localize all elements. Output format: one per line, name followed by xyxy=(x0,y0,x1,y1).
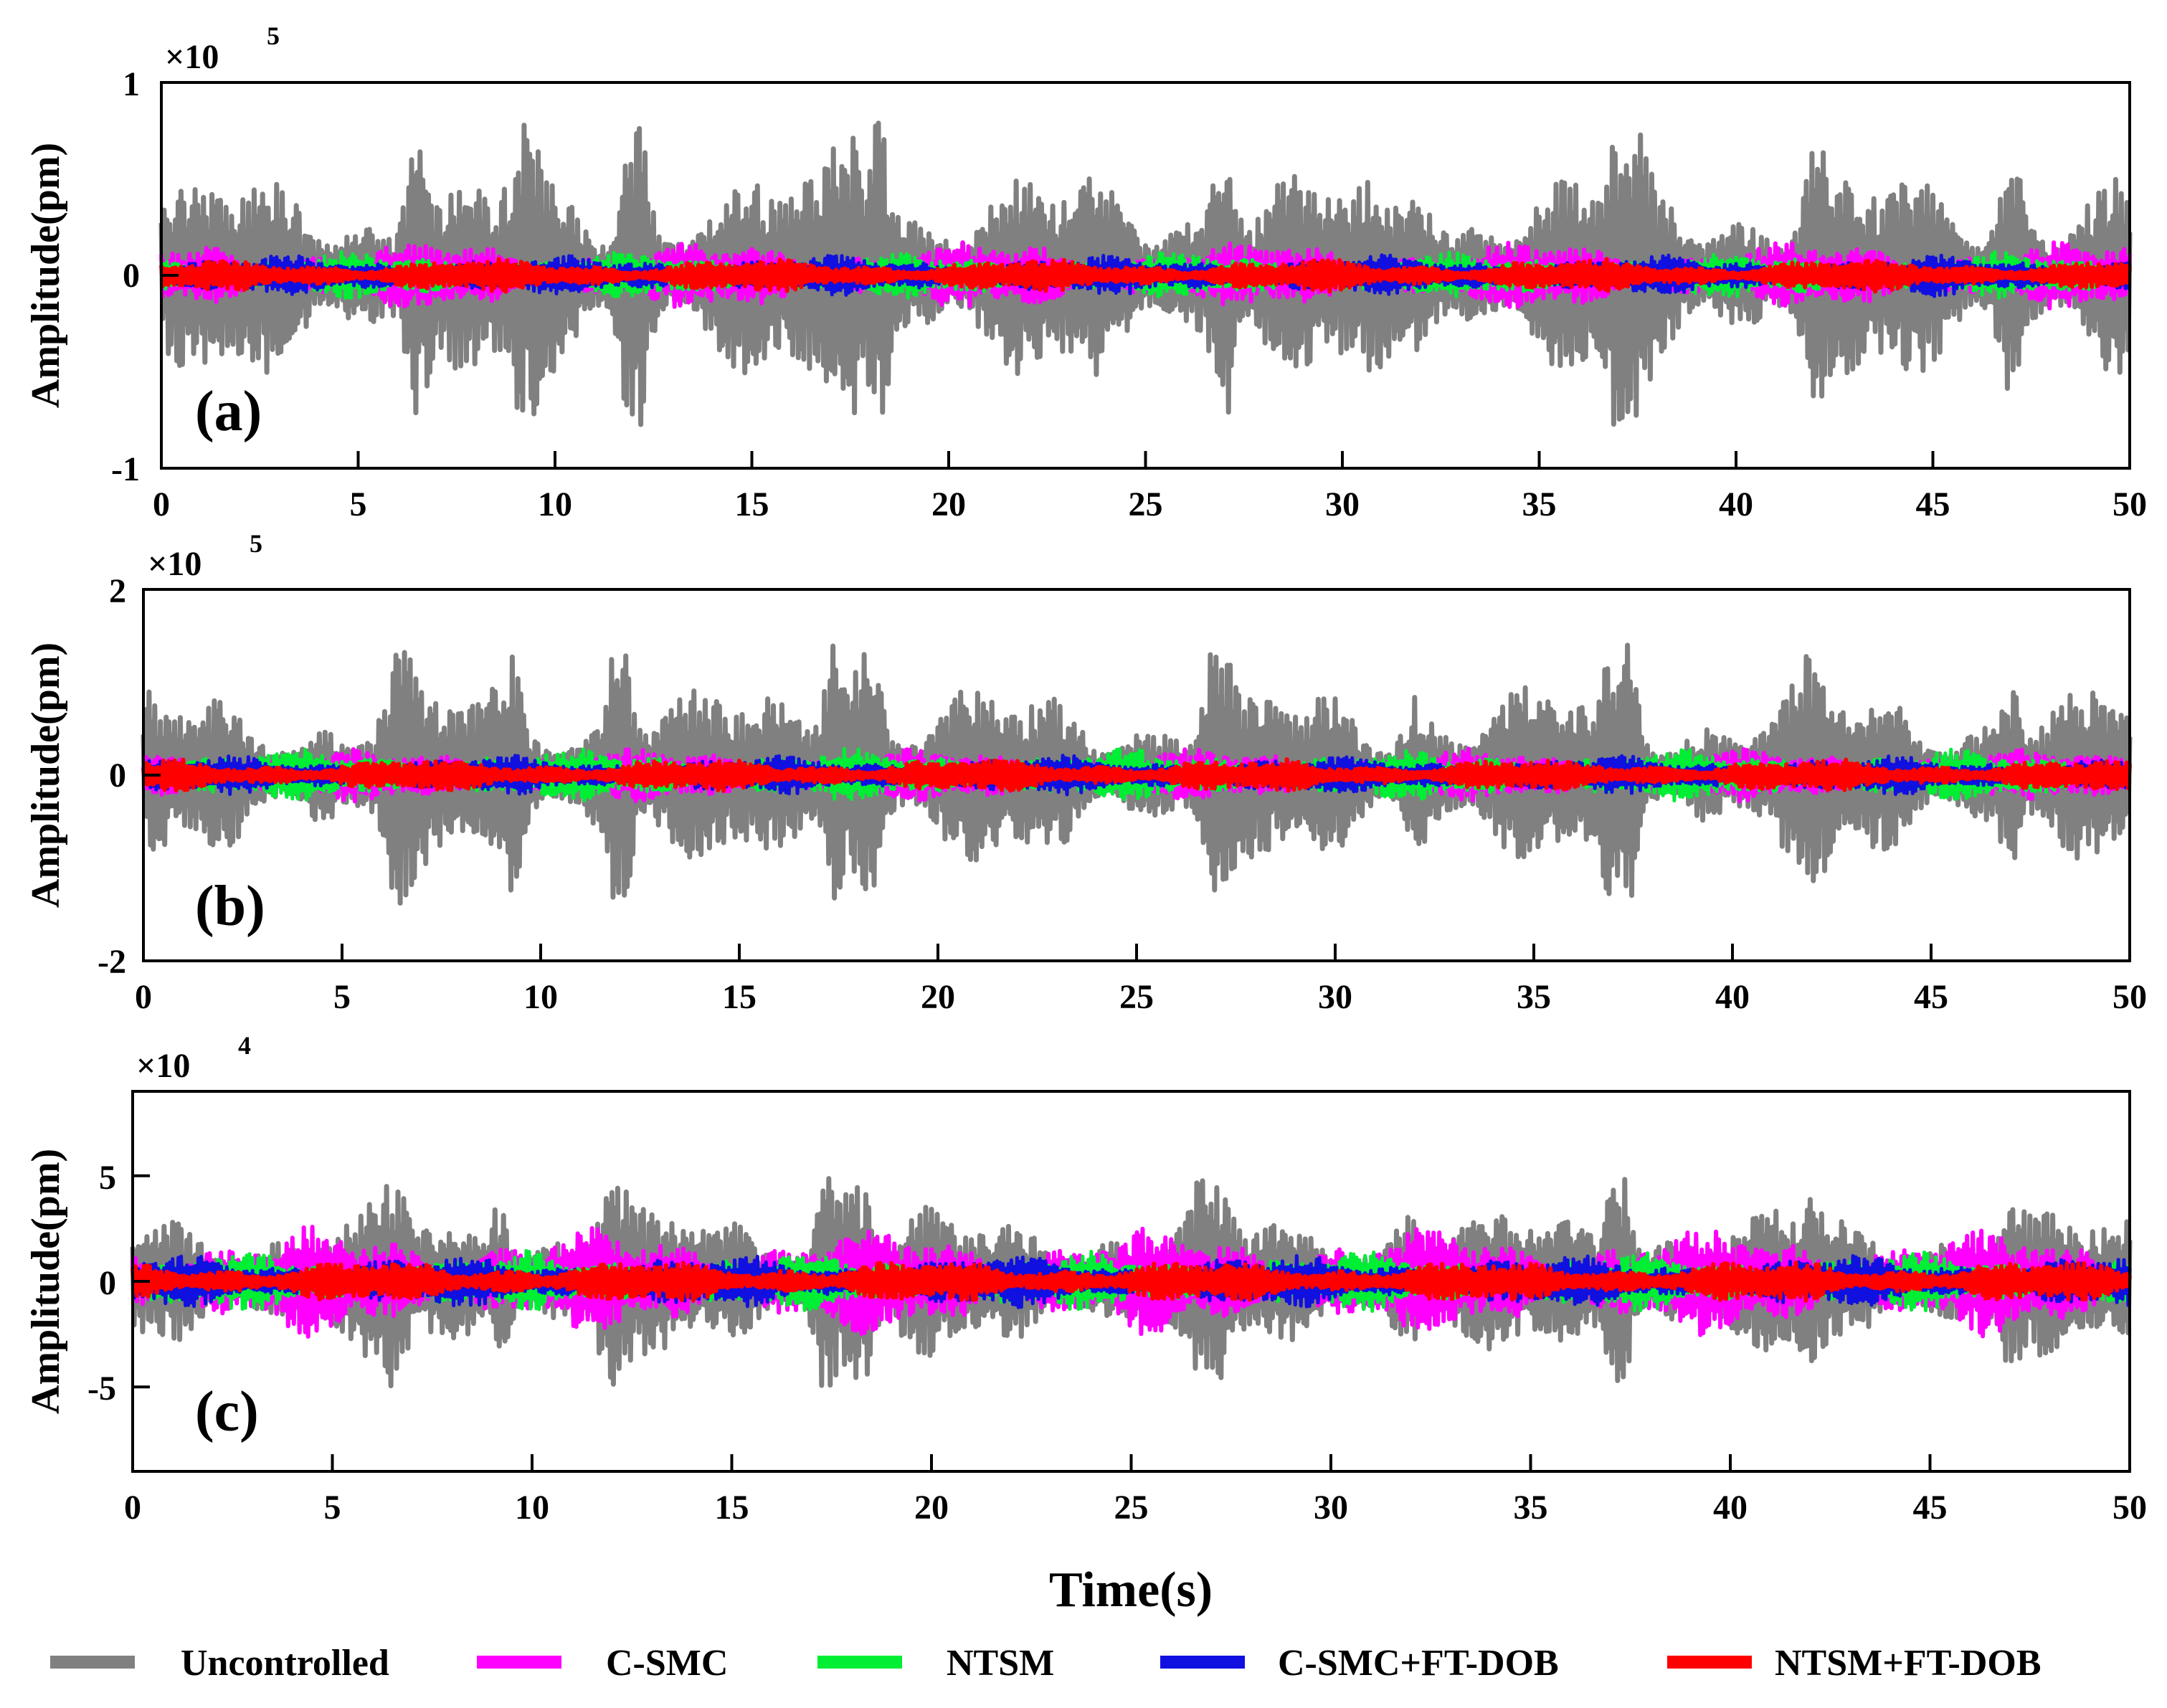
series-line-uncontrolled xyxy=(141,642,2133,906)
x-tick-label: 45 xyxy=(1913,1489,1948,1527)
x-tick-label: 30 xyxy=(1314,1489,1348,1527)
x-tick-label: 15 xyxy=(715,1489,749,1527)
legend: Uncontrolled C-SMC NTSM C-SMC+FT-DOB NTS… xyxy=(50,1643,2042,1684)
x-tick-label: 20 xyxy=(921,978,955,1016)
panel-c-ytick-top: 5 xyxy=(99,1159,116,1197)
x-tick-label: 40 xyxy=(1713,1489,1748,1527)
panel-b-exponent-base: ×10 xyxy=(148,545,201,583)
panel-c: 0 5 10 15 20 25 30 35 40 45 50 5 0 -5 ×10 4 Amplit… xyxy=(24,1031,2147,1618)
x-tick-label: 5 xyxy=(350,485,367,523)
series-line-ntsm-ft-dob xyxy=(131,1260,2132,1303)
legend-label-uncontrolled: Uncontrolled xyxy=(181,1643,389,1684)
panel-a-exponent: 5 xyxy=(267,22,280,50)
panel-b-series-group xyxy=(141,642,2133,906)
x-tick-label: 10 xyxy=(515,1489,549,1527)
panel-a-series-group xyxy=(158,120,2133,427)
x-tick-label: 50 xyxy=(2113,1489,2147,1527)
panel-c-tag: (c) xyxy=(195,1380,259,1443)
x-tick-label: 40 xyxy=(1715,978,1750,1016)
panel-a-ytick-bottom: -1 xyxy=(111,450,140,488)
x-tick-label: 20 xyxy=(931,485,966,523)
x-tick-label: 20 xyxy=(914,1489,949,1527)
panel-a-exponent-base: ×10 xyxy=(165,38,219,76)
x-tick-label: 25 xyxy=(1114,1489,1149,1527)
panel-c-ticks: 0 5 10 15 20 25 30 35 40 45 50 xyxy=(124,1174,2147,1527)
panel-b-ylabel: Amplitude(pm) xyxy=(24,642,68,908)
series-line-ntsm-ft-dob xyxy=(159,257,2132,294)
x-tick-label: 45 xyxy=(1914,978,1948,1016)
panel-c-ylabel: Amplitude(pm) xyxy=(24,1149,68,1414)
x-tick-label: 15 xyxy=(722,978,757,1016)
x-tick-label: 45 xyxy=(1916,485,1950,523)
x-tick-label: 35 xyxy=(1514,1489,1548,1527)
x-tick-label: 0 xyxy=(124,1489,141,1527)
panel-c-exponent: 4 xyxy=(238,1031,251,1060)
panel-b-ticks: 0 5 10 15 20 25 30 35 40 45 50 xyxy=(135,588,2147,1016)
panel-a: 0 5 10 15 20 25 30 35 40 45 50 1 0 -1 ×10 5 Amplit… xyxy=(24,22,2147,523)
x-axis-label: Time(s) xyxy=(1049,1562,1213,1618)
x-tick-label: 0 xyxy=(153,485,170,523)
panel-a-ticks: 0 5 10 15 20 25 30 35 40 45 50 xyxy=(153,81,2147,523)
x-tick-label: 50 xyxy=(2113,978,2147,1016)
panel-c-ytick-mid: 0 xyxy=(99,1264,116,1302)
x-tick-label: 40 xyxy=(1719,485,1753,523)
x-tick-label: 5 xyxy=(333,978,351,1016)
series-line-ntsm-ft-dob xyxy=(141,757,2132,793)
panel-a-ylabel: Amplitude(pm) xyxy=(24,143,68,408)
x-tick-label: 10 xyxy=(523,978,558,1016)
panel-b: 0 5 10 15 20 25 30 35 40 45 50 2 0 -2 ×10 5 Amplit… xyxy=(24,529,2147,1016)
x-tick-label: 25 xyxy=(1129,485,1163,523)
x-tick-label: 50 xyxy=(2113,485,2147,523)
x-tick-label: 25 xyxy=(1119,978,1154,1016)
x-tick-label: 5 xyxy=(324,1489,341,1527)
panel-b-tag: (b) xyxy=(195,875,265,938)
x-tick-label: 35 xyxy=(1517,978,1551,1016)
legend-label-c-smc-ft-dob: C-SMC+FT-DOB xyxy=(1278,1643,1559,1684)
x-tick-label: 30 xyxy=(1325,485,1360,523)
panel-c-series-group xyxy=(130,1176,2133,1389)
panel-a-ytick-mid: 0 xyxy=(123,257,140,295)
x-tick-label: 30 xyxy=(1318,978,1352,1016)
x-tick-label: 10 xyxy=(538,485,572,523)
x-tick-label: 35 xyxy=(1522,485,1557,523)
legend-label-ntsm-ft-dob: NTSM+FT-DOB xyxy=(1775,1643,2042,1684)
panel-b-ytick-mid: 0 xyxy=(109,756,126,794)
x-tick-label: 0 xyxy=(135,978,152,1016)
legend-label-ntsm: NTSM xyxy=(947,1643,1054,1684)
legend-label-c-smc: C-SMC xyxy=(606,1643,728,1684)
panel-b-ytick-bottom: -2 xyxy=(98,943,126,981)
panel-c-ytick-bottom: -5 xyxy=(87,1370,116,1408)
x-tick-label: 15 xyxy=(735,485,769,523)
panel-a-tag: (a) xyxy=(195,380,262,443)
panel-b-exponent: 5 xyxy=(250,529,262,558)
panel-c-exponent-base: ×10 xyxy=(136,1047,190,1085)
panel-b-ytick-top: 2 xyxy=(109,572,126,610)
panel-a-ytick-top: 1 xyxy=(123,65,140,103)
